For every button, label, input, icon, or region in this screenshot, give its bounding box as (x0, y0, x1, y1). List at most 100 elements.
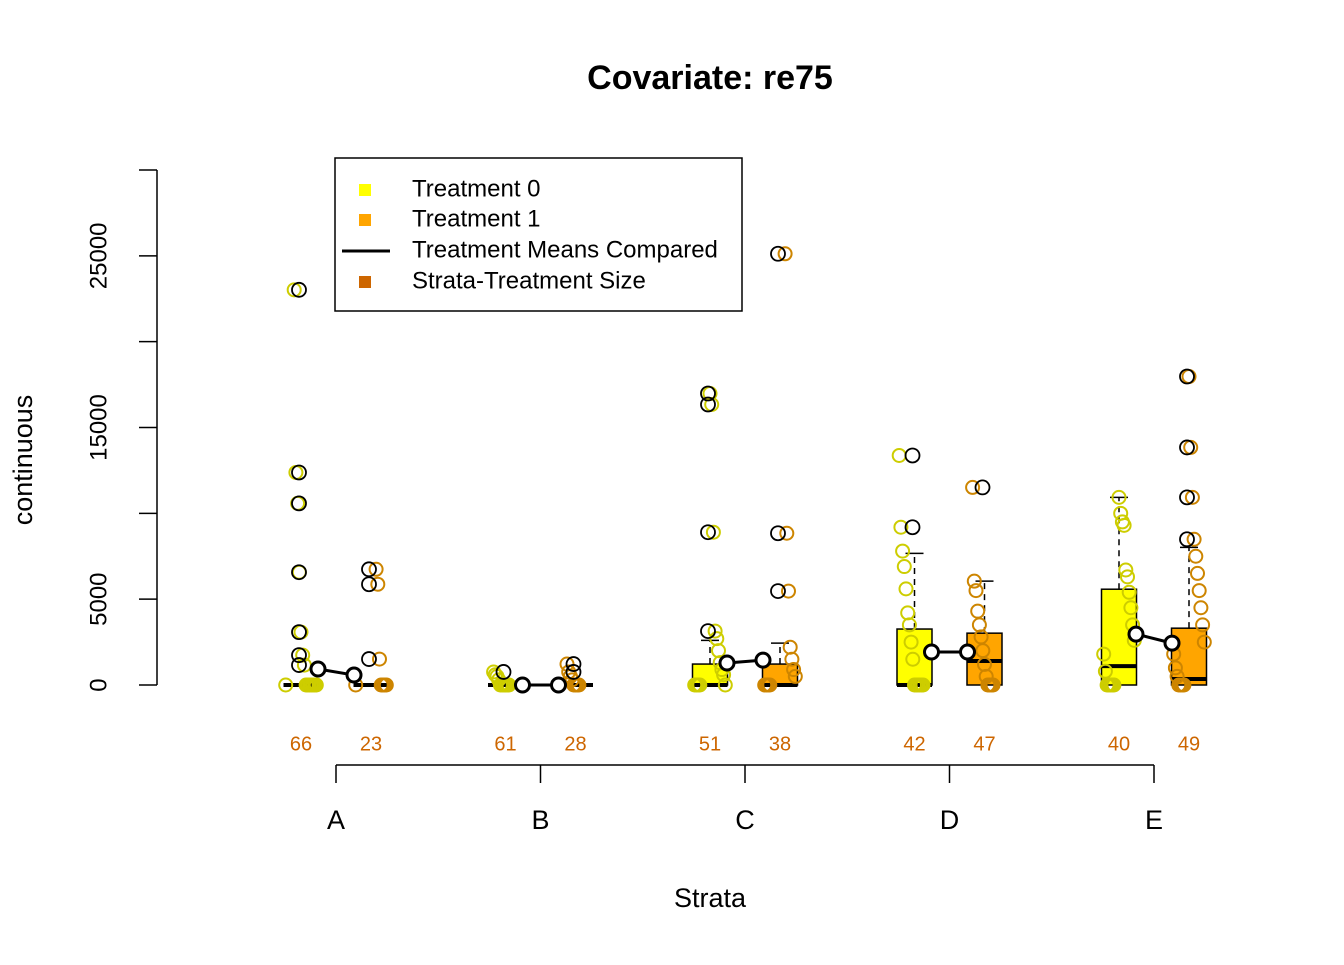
data-point (900, 605, 916, 621)
data-point (907, 677, 922, 693)
mean-point (550, 676, 567, 694)
data-point (1171, 677, 1187, 693)
outlier (291, 564, 307, 581)
outlier (1179, 368, 1195, 385)
legend-swatch (359, 276, 371, 288)
data-point (278, 677, 294, 693)
data-point (1113, 505, 1129, 521)
data-point (1120, 569, 1135, 585)
outlier (770, 525, 786, 542)
mean-point (514, 676, 531, 694)
x-tick-label: A (327, 805, 345, 835)
data-point (1193, 600, 1209, 616)
data-point (1114, 514, 1130, 530)
outlier (565, 664, 582, 680)
legend-swatch (359, 184, 371, 196)
legend-label: Strata-Treatment Size (412, 267, 646, 294)
data-point (705, 524, 721, 540)
count-label: 23 (360, 733, 382, 755)
data-point (891, 447, 907, 463)
data-point (1096, 646, 1112, 662)
data-point (896, 559, 912, 575)
count-label: 42 (903, 733, 925, 755)
outlier (1179, 439, 1195, 456)
x-tick-label: E (1145, 805, 1163, 835)
data-point (779, 525, 795, 541)
count-label: 66 (290, 733, 312, 755)
count-label: 28 (564, 733, 586, 755)
legend-label: Treatment Means Compared (412, 236, 718, 263)
data-point (373, 677, 389, 693)
data-point (1184, 489, 1200, 505)
x-tick-label: C (735, 805, 755, 835)
data-point (1118, 562, 1134, 578)
data-point (1097, 663, 1113, 679)
mean-point (718, 654, 736, 672)
outlier (770, 245, 786, 262)
data-point (1190, 565, 1205, 581)
data-point (893, 519, 909, 535)
data-point (895, 543, 911, 559)
mean-point (1163, 634, 1181, 652)
x-tick-label: D (940, 805, 960, 835)
data-point (786, 662, 802, 678)
data-point (898, 581, 914, 597)
count-label: 40 (1108, 733, 1130, 755)
outlier (974, 479, 991, 496)
y-tick-label: 25000 (85, 222, 112, 289)
data-point (1121, 584, 1137, 600)
outlier (1179, 489, 1195, 506)
outlier (291, 657, 307, 673)
outlier (904, 519, 921, 536)
chart-title: Covariate: re75 (587, 59, 833, 97)
data-point (1188, 548, 1204, 564)
data-point (1183, 439, 1199, 455)
mean-point (1127, 625, 1145, 643)
data-point (781, 583, 796, 599)
count-label: 38 (769, 733, 791, 755)
data-point (1123, 600, 1139, 616)
outlier (770, 583, 786, 599)
outlier (361, 651, 377, 667)
count-label: 47 (973, 733, 995, 755)
y-tick-label: 0 (85, 678, 112, 691)
outlier (1179, 531, 1195, 548)
data-point (372, 651, 387, 667)
outlier (291, 647, 307, 664)
outlier (291, 495, 307, 512)
mean-point (345, 666, 363, 684)
count-label: 49 (1178, 733, 1200, 755)
data-point (711, 643, 726, 659)
data-point (561, 664, 577, 680)
outlier (291, 464, 307, 481)
x-axis-label: Strata (674, 883, 747, 913)
outlier (565, 656, 582, 672)
y-tick-label: 5000 (85, 572, 112, 625)
data-point (717, 677, 733, 693)
count-label: 51 (699, 733, 721, 755)
outlier (700, 524, 716, 541)
data-point (687, 677, 703, 693)
mean-point (754, 651, 772, 669)
data-point (782, 639, 798, 655)
outlier (495, 664, 512, 680)
data-point (971, 617, 987, 633)
outlier (700, 396, 716, 413)
legend-label: Treatment 1 (412, 205, 541, 232)
data-point (968, 583, 984, 599)
data-point (286, 282, 302, 298)
data-point (370, 576, 386, 592)
x-tick-label: B (531, 805, 549, 835)
outlier (700, 385, 716, 402)
data-point (1195, 617, 1211, 633)
mean-point (959, 643, 976, 661)
data-point (903, 634, 919, 650)
data-point (707, 623, 723, 639)
data-point (1169, 668, 1185, 684)
legend-box (334, 157, 743, 312)
data-point (298, 677, 314, 693)
outlier (291, 281, 307, 298)
data-point (966, 573, 982, 589)
